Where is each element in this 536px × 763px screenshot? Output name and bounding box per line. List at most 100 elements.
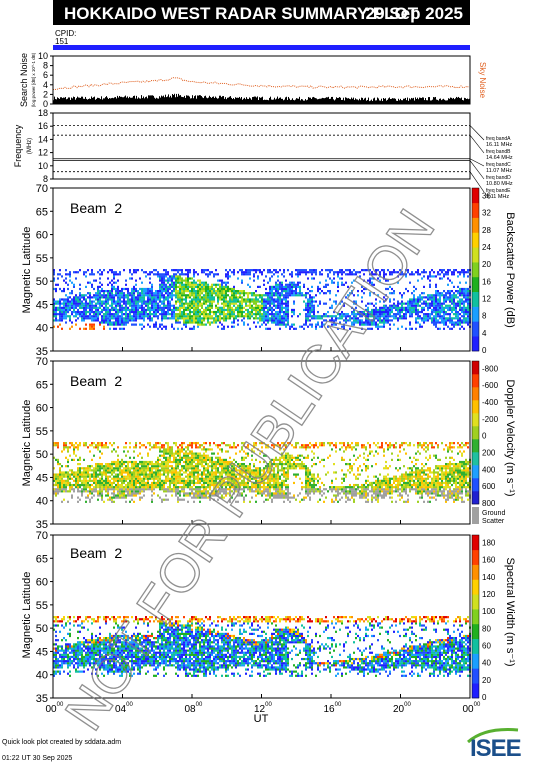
scatter-cell — [279, 323, 281, 326]
scatter-cell — [97, 310, 99, 314]
scatter-cell — [351, 273, 353, 276]
scatter-cell — [237, 277, 239, 280]
scatter-cell — [285, 304, 287, 307]
scatter-cell — [91, 283, 93, 286]
scatter-cell — [61, 317, 63, 320]
search-noise-bar — [424, 100, 425, 104]
scatter-cell — [81, 467, 83, 470]
search-noise-bar — [282, 98, 283, 104]
scatter-cell — [125, 490, 127, 493]
scatter-cell — [253, 294, 255, 297]
scatter-cell — [83, 298, 85, 301]
scatter-cell — [185, 469, 187, 472]
scatter-cell — [75, 296, 77, 299]
scatter-cell — [125, 321, 127, 324]
scatter-cell — [283, 269, 285, 272]
scatter-cell — [181, 477, 183, 480]
scatter-cell — [137, 313, 139, 316]
scatter-cell — [149, 325, 151, 328]
scatter-cell — [131, 475, 133, 478]
scatter-cell — [277, 321, 279, 324]
scatter-cell — [435, 289, 437, 293]
scatter-cell — [195, 475, 197, 478]
scatter-cell — [447, 289, 449, 293]
scatter-cell — [333, 323, 335, 326]
scatter-cell — [449, 313, 451, 316]
scatter-cell — [65, 269, 67, 272]
scatter-cell — [89, 315, 91, 318]
scatter-cell — [417, 321, 419, 324]
scatter-cell — [381, 319, 383, 322]
scatter-cell — [77, 496, 79, 499]
scatter-cell — [439, 277, 441, 280]
scatter-cell — [187, 483, 189, 487]
scatter-cell — [67, 302, 69, 305]
scatter-cell — [131, 302, 133, 305]
scatter-cell — [157, 467, 159, 470]
scatter-cell — [83, 444, 85, 447]
scatter-cell — [363, 292, 365, 295]
scatter-cell — [459, 323, 461, 326]
scatter-cell — [135, 488, 137, 491]
scatter-cell — [269, 289, 271, 293]
scatter-cell — [185, 467, 187, 470]
scatter-cell — [89, 492, 91, 495]
scatter-cell — [163, 483, 165, 487]
scatter-cell — [143, 287, 145, 291]
scatter-cell — [207, 269, 209, 272]
scatter-cell — [405, 287, 407, 291]
scatter-cell — [331, 281, 333, 284]
search-noise-bar — [97, 97, 98, 104]
scatter-cell — [379, 319, 381, 322]
scatter-cell — [421, 308, 423, 312]
scatter-cell — [201, 283, 203, 286]
freq-band-lines — [53, 125, 470, 173]
scatter-cell — [123, 490, 125, 493]
scatter-cell — [367, 302, 369, 305]
freq-ytick-label: 16 — [38, 121, 48, 131]
scatter-cell — [135, 283, 137, 286]
scatter-cell — [89, 450, 91, 453]
scatter-cell — [167, 310, 169, 314]
scatter-cell — [147, 306, 149, 309]
scatter-cell — [171, 275, 173, 278]
scatter-cell — [81, 313, 83, 316]
scatter-cell — [307, 317, 309, 320]
scatter-cell — [107, 446, 109, 449]
scatter-cell — [145, 313, 147, 316]
scatter-cell — [251, 300, 253, 303]
scatter-cell — [343, 325, 345, 328]
scatter-cell — [201, 269, 203, 272]
scatter-cell — [181, 448, 183, 451]
scatter-cell — [63, 317, 65, 320]
scatter-cell — [253, 269, 255, 272]
search-noise-bar — [340, 97, 341, 104]
scatter-cell — [253, 313, 255, 316]
freq-ytick-label: 12 — [38, 148, 48, 158]
scatter-cell — [369, 292, 371, 295]
scatter-cell — [101, 315, 103, 318]
scatter-cell — [223, 306, 225, 309]
scatter-cell — [121, 292, 123, 295]
scatter-cell — [135, 481, 137, 485]
scatter-cell — [311, 304, 313, 307]
scatter-cell — [131, 277, 133, 280]
scatter-cell — [281, 304, 283, 307]
scatter-cell — [167, 279, 169, 282]
search-noise-bar — [119, 95, 120, 104]
scatter-cell — [179, 292, 181, 295]
search-noise-bar — [157, 98, 158, 104]
scatter-cell — [117, 289, 119, 293]
scatter-cell — [111, 306, 113, 309]
scatter-cell — [461, 325, 463, 328]
scatter-cell — [111, 444, 113, 447]
scatter-cell — [293, 300, 295, 303]
scatter-cell — [161, 281, 163, 284]
scatter-cell — [101, 498, 103, 501]
scatter-cell — [55, 473, 57, 476]
scatter-cell — [351, 317, 353, 320]
search-noise-bar — [421, 98, 422, 104]
scatter-cell — [53, 304, 55, 307]
scatter-cell — [59, 304, 61, 307]
scatter-cell — [223, 292, 225, 295]
